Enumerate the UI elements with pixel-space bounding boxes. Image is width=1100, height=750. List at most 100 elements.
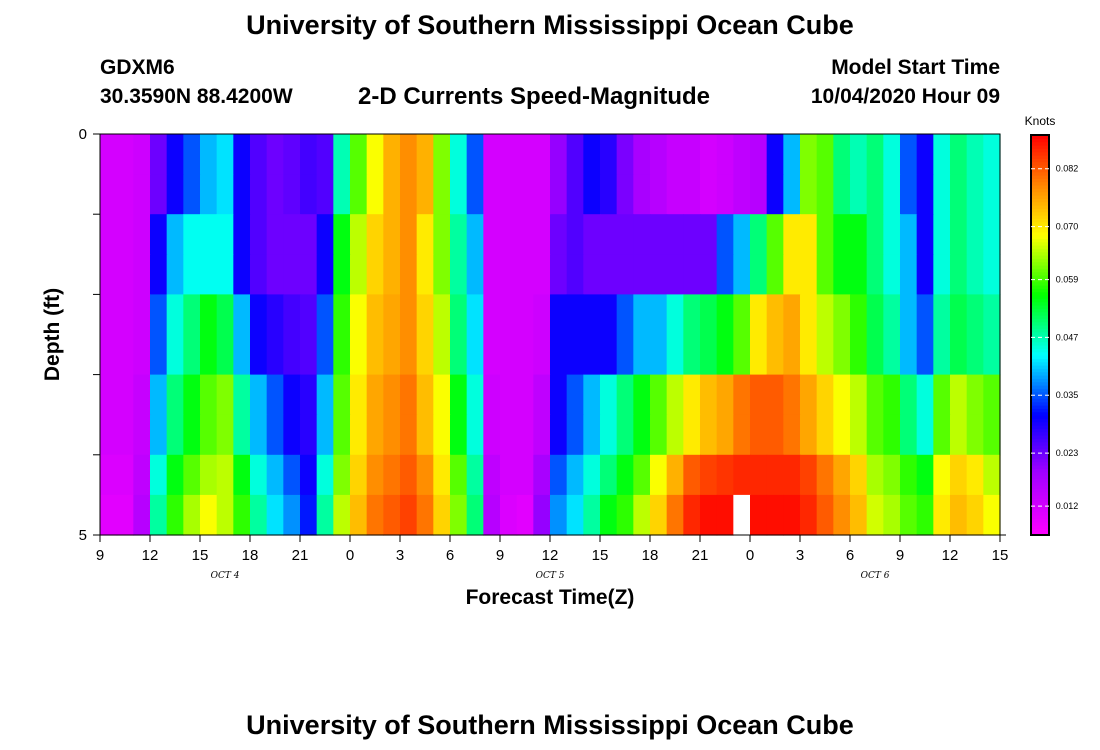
colorbar-segment [1031, 135, 1049, 139]
colorbar-segment [1031, 165, 1049, 169]
heatmap-cell [866, 254, 884, 295]
heatmap-cell [616, 454, 634, 496]
heatmap-cell [966, 174, 984, 215]
heatmap-cell [750, 414, 768, 456]
colorbar-segment [1031, 298, 1049, 303]
heatmap-cell [983, 374, 1001, 416]
heatmap-cell [650, 414, 668, 456]
heatmap-cell [750, 494, 768, 536]
heatmap-cell [316, 494, 334, 536]
heatmap-cell [200, 294, 218, 336]
heatmap-cell [683, 294, 701, 336]
heatmap-cell [883, 334, 901, 376]
heatmap-cell [400, 134, 418, 175]
colorbar-segment [1031, 491, 1049, 496]
colorbar-segment [1031, 481, 1049, 486]
y-tick-label: 0 [79, 126, 87, 143]
x-tick-label: 6 [446, 547, 454, 564]
colorbar-segment [1031, 321, 1049, 326]
colorbar-segment [1031, 295, 1049, 299]
heatmap-cell [516, 294, 534, 336]
heatmap-cell [850, 454, 868, 496]
colorbar-segment [1031, 421, 1049, 426]
colorbar-tick-label: 0.070 [1056, 222, 1079, 232]
heatmap-cell [616, 134, 634, 175]
heatmap-cell [600, 294, 618, 336]
heatmap-cell [166, 254, 184, 295]
heatmap-cell [300, 334, 318, 376]
heatmap-cell [383, 294, 401, 336]
heatmap-cell [266, 454, 284, 496]
heatmap-cell [850, 414, 868, 456]
colorbar-segment [1031, 465, 1049, 469]
heatmap-cell [366, 134, 384, 175]
heatmap-cell [383, 174, 401, 215]
colorbar-segment [1031, 425, 1049, 429]
heatmap-cell [466, 494, 484, 536]
heatmap-cell [850, 334, 868, 376]
heatmap-cell [350, 254, 368, 295]
heatmap-cell [466, 214, 484, 255]
heatmap-cell [666, 294, 684, 336]
heatmap-cell [500, 414, 518, 456]
heatmap-cell [166, 454, 184, 496]
heatmap-cell [400, 174, 418, 215]
colorbar-segment [1031, 375, 1049, 379]
colorbar-segment [1031, 431, 1049, 436]
heatmap-cell [366, 374, 384, 416]
colorbar-segment [1031, 411, 1049, 416]
heatmap-cell [833, 174, 851, 215]
heatmap-cell [200, 334, 218, 376]
heatmap-cell [866, 414, 884, 456]
heatmap-cell [600, 254, 618, 295]
heatmap-cell [816, 174, 834, 215]
colorbar-segment [1031, 168, 1049, 173]
heatmap-cell [783, 254, 801, 295]
colorbar-segment [1031, 161, 1049, 166]
x-tick-label: 21 [692, 547, 709, 564]
heatmap-cell [250, 294, 268, 336]
heatmap-cell [666, 374, 684, 416]
heatmap-cell [850, 294, 868, 336]
heatmap-cell [133, 494, 151, 536]
heatmap-cell [300, 294, 318, 336]
heatmap-cell [366, 254, 384, 295]
heatmap-cell [983, 414, 1001, 456]
colorbar-segment [1031, 455, 1049, 459]
colorbar-segment [1031, 231, 1049, 236]
heatmap-cell [266, 294, 284, 336]
colorbar-segment [1031, 518, 1049, 523]
heatmap-cell [933, 454, 951, 496]
heatmap-cell [700, 294, 718, 336]
heatmap-cell [716, 134, 734, 175]
colorbar-segment [1031, 201, 1049, 206]
heatmap-cell [933, 134, 951, 175]
heatmap-cell [316, 174, 334, 215]
heatmap-cell [683, 214, 701, 255]
x-tick-label: 9 [496, 547, 504, 564]
model-start-label: Model Start Time [831, 56, 1000, 79]
heatmap-cell [883, 294, 901, 336]
colorbar-segment [1031, 368, 1049, 373]
heatmap-cell [283, 454, 301, 496]
heatmap-cell [316, 294, 334, 336]
heatmap-cell [516, 134, 534, 175]
colorbar-segment [1031, 188, 1049, 193]
colorbar-segment [1031, 248, 1049, 253]
heatmap-cell [566, 414, 584, 456]
colorbar-segment [1031, 245, 1049, 249]
heatmap-cell [183, 414, 201, 456]
heatmap-cell [650, 134, 668, 175]
colorbar-segment [1031, 461, 1049, 466]
heatmap-cell [400, 454, 418, 496]
x-tick-label: 12 [942, 547, 959, 564]
heatmap-cell [883, 374, 901, 416]
colorbar-segment [1031, 478, 1049, 483]
heatmap-cell [783, 454, 801, 496]
heatmap-cell [150, 214, 168, 255]
heatmap-cell [283, 334, 301, 376]
colorbar-segment [1031, 235, 1049, 239]
heatmap-cell [166, 494, 184, 536]
heatmap-cell [483, 374, 501, 416]
heatmap-cell [350, 294, 368, 336]
